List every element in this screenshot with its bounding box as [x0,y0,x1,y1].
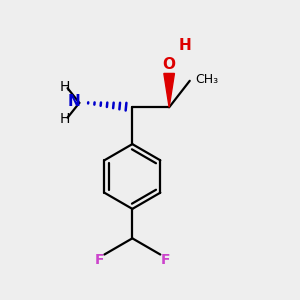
Text: N: N [68,94,81,109]
Text: H: H [59,112,70,126]
Text: CH₃: CH₃ [196,73,219,86]
Polygon shape [164,74,174,107]
Text: O: O [163,57,176,72]
Text: H: H [59,80,70,94]
Text: H: H [178,38,191,53]
Text: F: F [161,253,170,267]
Text: F: F [94,253,104,267]
